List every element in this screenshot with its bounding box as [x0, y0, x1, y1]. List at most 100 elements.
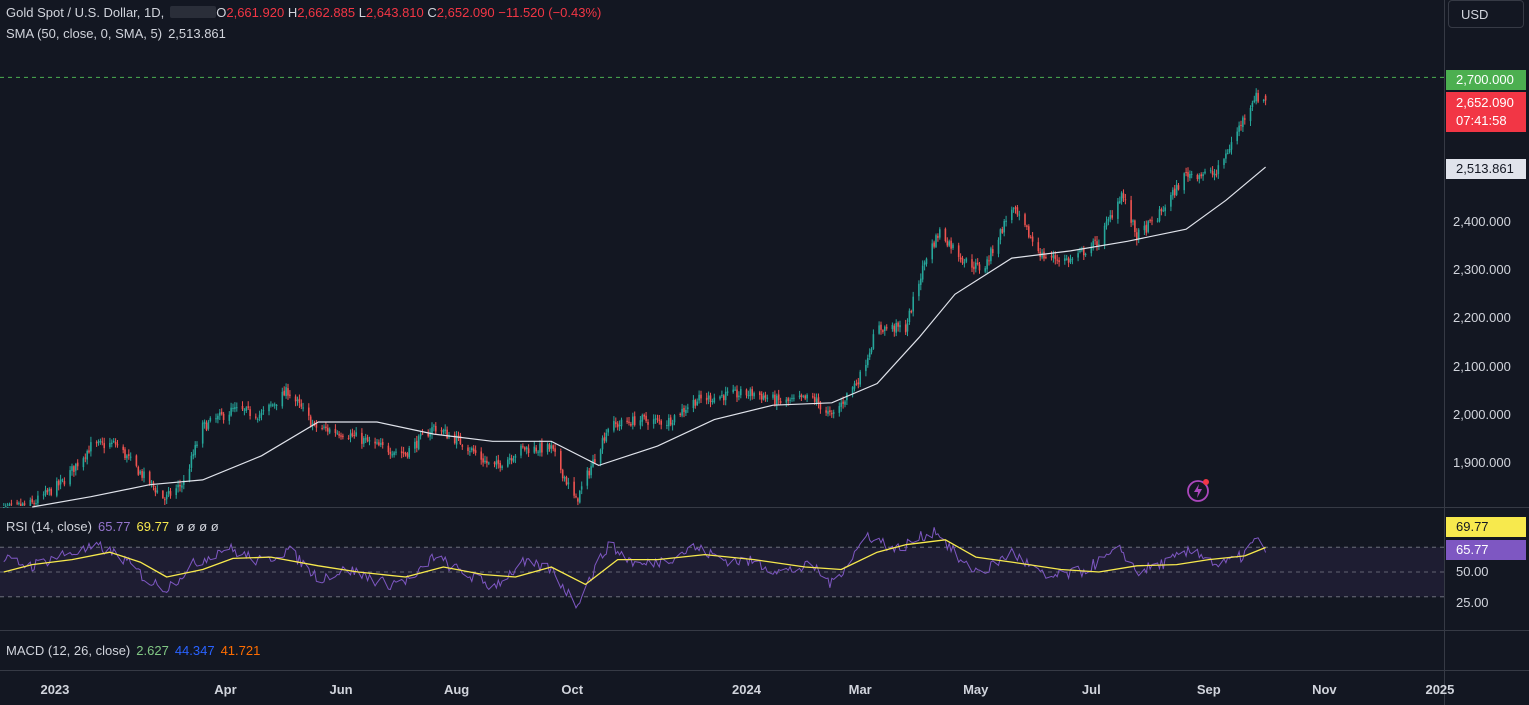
candle-body [135, 455, 138, 466]
candle-body [459, 435, 462, 444]
candle-body [29, 500, 32, 506]
candle-body [785, 399, 788, 403]
candle-body [825, 410, 827, 413]
candle-body [1111, 215, 1113, 218]
candle-body [1122, 193, 1125, 199]
candle-body [971, 259, 973, 268]
candle-body [800, 394, 803, 397]
candle-body [1190, 173, 1193, 175]
candle-body [507, 459, 509, 467]
candle-body [959, 257, 962, 260]
candle-body [978, 264, 981, 271]
candle-body [508, 458, 511, 460]
candle-body [732, 389, 734, 393]
candle-body [236, 407, 238, 409]
candle-body [109, 442, 111, 447]
candle-body [1054, 255, 1057, 260]
rsi-tag: 65.77 [1446, 540, 1526, 560]
candle-body [57, 480, 60, 486]
candle-body [579, 490, 581, 503]
candle-body [16, 502, 18, 504]
rsi-legend[interactable]: RSI (14, close) 65.77 69.77 ø ø ø ø [6, 519, 219, 535]
candle-body [482, 458, 484, 463]
candle-body [1092, 240, 1094, 247]
time-axis-label: 2024 [732, 682, 761, 697]
candle-body [446, 429, 448, 439]
time-axis-label: Mar [848, 682, 872, 697]
candle-body [1064, 258, 1066, 261]
candle-body [167, 490, 170, 494]
sma-legend-label: SMA (50, close, 0, SMA, 5) [6, 26, 163, 41]
sma-legend[interactable]: SMA (50, close, 0, SMA, 5) 2,513.861 [6, 26, 226, 42]
candle-body [175, 488, 177, 495]
candle-body [804, 395, 806, 399]
lightning-alert-icon[interactable] [1186, 478, 1210, 502]
candle-body [302, 407, 304, 409]
candle-body [1177, 185, 1180, 190]
candle-body [340, 435, 342, 437]
candle-body [8, 504, 11, 506]
symbol-title[interactable]: Gold Spot / U.S. Dollar, 1D, [6, 5, 165, 20]
candle-body [1029, 237, 1032, 239]
candle-body [880, 324, 882, 330]
candle-body [63, 481, 66, 485]
candle-body [1130, 200, 1132, 223]
macd-legend-label: MACD (12, 26, close) [6, 643, 131, 658]
candle-body [652, 419, 655, 424]
candle-body [838, 406, 841, 413]
candle-body [150, 481, 153, 483]
candle-body [586, 470, 589, 486]
candle-body [1238, 125, 1240, 132]
candle-body [1067, 258, 1070, 263]
candle-body [486, 460, 488, 464]
candle-body [1156, 220, 1159, 222]
candle-body [220, 411, 223, 415]
candle-body [101, 441, 104, 443]
candle-body [88, 450, 90, 453]
candle-body [791, 398, 793, 399]
candle-body [219, 412, 221, 416]
macd-legend[interactable]: MACD (12, 26, close) 2.627 44.347 41.721 [6, 643, 260, 659]
candle-body [1170, 195, 1172, 207]
candle-body [1189, 174, 1191, 179]
candle-body [561, 469, 564, 479]
candle-body [90, 442, 92, 452]
candle-body [605, 432, 608, 442]
candle-body [126, 455, 128, 459]
candle-body [1018, 214, 1021, 216]
currency-button[interactable]: USD [1448, 0, 1524, 28]
candle-body [793, 397, 795, 399]
candle-body [906, 323, 909, 332]
candle-body [537, 451, 539, 453]
time-axis-label: Oct [561, 682, 584, 697]
candle-body [692, 400, 695, 408]
candle-body [363, 438, 365, 444]
candle-body [1255, 92, 1257, 102]
candle-body [84, 457, 87, 459]
candle-body [165, 494, 168, 500]
candle-body [179, 485, 181, 487]
candle-body [607, 429, 609, 433]
candle-body [364, 438, 367, 440]
candle-body [658, 419, 661, 421]
candle-body [1236, 131, 1238, 142]
candle-body [1172, 189, 1174, 196]
time-axis-label: Apr [214, 682, 237, 697]
candle-body [334, 428, 337, 433]
alert-price-tag[interactable]: 2,700.000 [1446, 70, 1526, 90]
candle-body [18, 503, 20, 505]
candle-body [1117, 201, 1119, 219]
candle-body [4, 505, 7, 507]
candle-body [1209, 170, 1212, 172]
candle-body [829, 410, 831, 413]
candle-body [687, 407, 689, 409]
candle-body [738, 395, 740, 398]
sma-legend-value: 2,513.861 [168, 26, 226, 41]
candle-body [1132, 220, 1134, 222]
candle-body [859, 371, 861, 385]
candle-body [181, 485, 183, 488]
candle-body [931, 243, 933, 260]
candle-body [1011, 209, 1013, 220]
time-axis-label: Nov [1312, 682, 1337, 697]
